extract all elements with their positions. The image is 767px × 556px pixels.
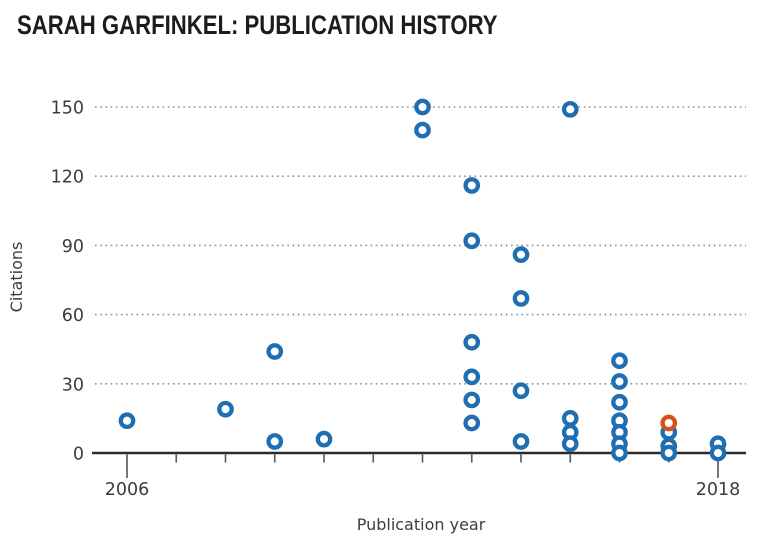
grid-layer: 0 30 60 90 120 150 [51,99,746,465]
data-point [315,430,333,448]
y-tick-label: 150 [51,99,84,119]
data-point [463,414,481,432]
data-point [611,393,628,411]
y-tick-label: 120 [51,168,84,188]
x-tick-label: 2018 [696,480,741,500]
data-point [512,246,530,263]
data-point [463,333,481,351]
x-axis-title: Publication year [357,515,486,534]
highlighted-data-point [660,414,678,432]
data-point [561,410,579,427]
data-point [561,435,579,453]
data-point [463,232,481,250]
data-point [512,433,530,450]
y-axis-title: Citations [7,242,26,313]
data-point [266,343,284,360]
data-point [512,290,530,307]
axis-layer: 2006 2018 [92,451,746,500]
data-point [561,100,579,118]
data-point [611,444,628,462]
y-tick-label: 90 [62,237,84,257]
data-point [512,382,530,400]
chart-title: SARAH GARFINKEL: PUBLICATION HISTORY [17,10,498,40]
points-layer [118,98,727,462]
y-tick-label: 0 [73,445,84,465]
y-tick-label: 60 [62,306,84,326]
data-point [660,444,678,462]
data-point [414,98,431,116]
data-point [414,121,431,139]
x-tick-label: 2006 [105,480,150,500]
data-point [611,373,628,390]
data-point [463,391,481,409]
data-point [266,433,284,450]
data-point [217,400,234,418]
data-point [118,412,136,430]
y-tick-label: 30 [62,375,84,395]
data-point [463,177,481,194]
data-point [611,352,628,370]
data-point [709,444,727,462]
data-point [463,368,481,386]
